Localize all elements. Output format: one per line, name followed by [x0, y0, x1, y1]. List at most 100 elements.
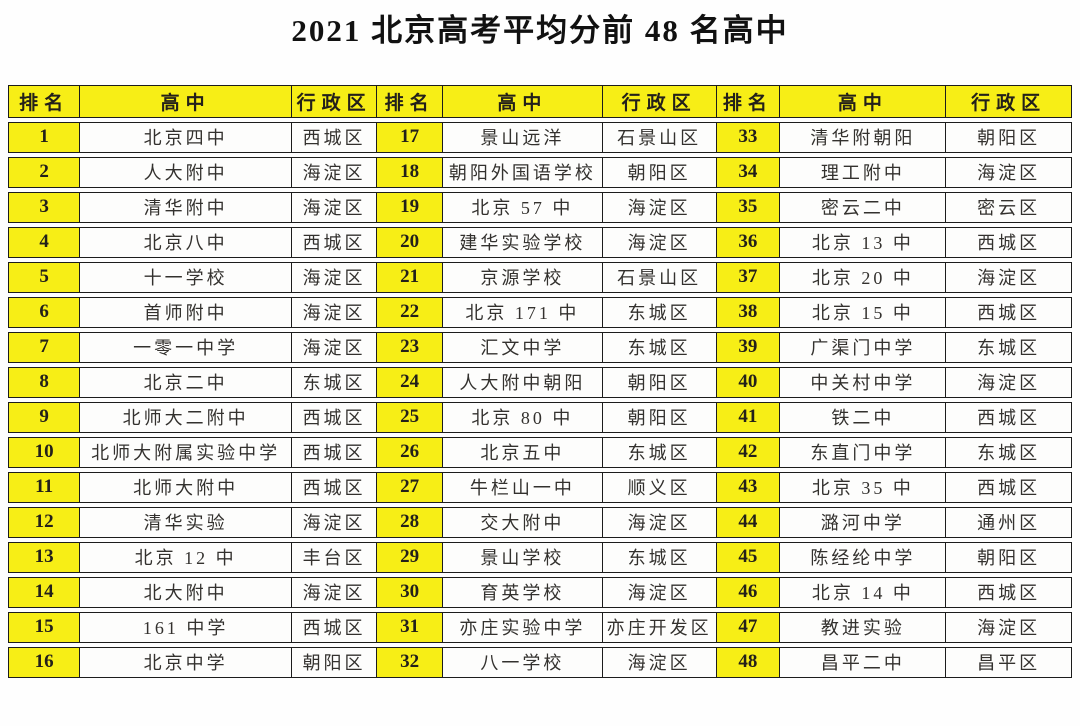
rank-cell: 41 — [715, 401, 780, 433]
rank-cell: 29 — [376, 541, 443, 573]
rank-cell: 5 — [8, 261, 80, 293]
district-cell: 海淀区 — [291, 576, 377, 608]
district-cell: 朝阳区 — [601, 156, 716, 188]
school-cell: 北京中学 — [79, 646, 292, 678]
school-cell: 东直门中学 — [779, 436, 946, 468]
table-row: 14 北大附中 海淀区 30 育英学校 海淀区 46 北京 14 中西城区 — [8, 576, 1072, 608]
school-cell: 161 中学 — [79, 611, 292, 643]
rank-cell: 6 — [8, 296, 80, 328]
district-cell: 西城区 — [291, 436, 377, 468]
rank-cell: 1 — [8, 121, 80, 153]
rank-cell: 3 — [8, 191, 80, 223]
district-cell: 海淀区 — [945, 261, 1072, 293]
school-cell: 北京 57 中 — [442, 191, 602, 223]
rank-cell: 48 — [715, 646, 780, 678]
school-cell: 陈经纶中学 — [779, 541, 946, 573]
district-cell: 西城区 — [291, 611, 377, 643]
school-cell: 铁二中 — [779, 401, 946, 433]
school-cell: 北师大附中 — [79, 471, 292, 503]
rank-cell: 31 — [376, 611, 443, 643]
school-cell: 人大附中朝阳 — [442, 366, 602, 398]
school-cell: 广渠门中学 — [779, 331, 946, 363]
rank-cell: 20 — [376, 226, 443, 258]
rank-cell: 4 — [8, 226, 80, 258]
column-header-school: 高中 — [442, 84, 602, 118]
page-title: 2021 北京高考平均分前 48 名高中 — [291, 13, 789, 48]
district-cell: 朝阳区 — [601, 401, 716, 433]
school-cell: 北京 20 中 — [779, 261, 946, 293]
district-cell: 西城区 — [291, 401, 377, 433]
column-header-school: 高中 — [779, 84, 946, 118]
district-cell: 西城区 — [945, 296, 1072, 328]
school-cell: 北京 171 中 — [442, 296, 602, 328]
school-cell: 北京 13 中 — [779, 226, 946, 258]
table-row: 4 北京八中 西城区 20 建华实验学校 海淀区 36 北京 13 中西城区 — [8, 226, 1072, 258]
district-cell: 顺义区 — [601, 471, 716, 503]
rank-cell: 23 — [376, 331, 443, 363]
school-cell: 一零一中学 — [79, 331, 292, 363]
school-cell: 理工附中 — [779, 156, 946, 188]
school-cell: 八一学校 — [442, 646, 602, 678]
district-cell: 海淀区 — [601, 506, 716, 538]
school-cell: 景山学校 — [442, 541, 602, 573]
school-cell: 北京二中 — [79, 366, 292, 398]
school-cell: 人大附中 — [79, 156, 292, 188]
rank-cell: 2 — [8, 156, 80, 188]
ranking-table: 排名 高中 行政区 排名 高中 行政区 排名 高中 行政区 1 北京四中 西城区 17 景山远洋 石景山区… — [8, 81, 1072, 682]
rank-cell: 15 — [8, 611, 80, 643]
table-row: 3 清华附中 海淀区 19 北京 57 中海淀区 35 密云二中 密云区 — [8, 191, 1072, 223]
rank-cell: 24 — [376, 366, 443, 398]
district-cell: 东城区 — [601, 541, 716, 573]
district-cell: 西城区 — [945, 576, 1072, 608]
rank-cell: 8 — [8, 366, 80, 398]
school-cell: 北京四中 — [79, 121, 292, 153]
school-cell: 北京五中 — [442, 436, 602, 468]
district-cell: 西城区 — [291, 121, 377, 153]
school-cell: 中关村中学 — [779, 366, 946, 398]
column-header-school: 高中 — [79, 84, 292, 118]
school-cell: 潞河中学 — [779, 506, 946, 538]
school-cell: 北京 80 中 — [442, 401, 602, 433]
school-cell: 北师大附属实验中学 — [79, 436, 292, 468]
school-cell: 密云二中 — [779, 191, 946, 223]
school-cell: 教进实验 — [779, 611, 946, 643]
district-cell: 海淀区 — [601, 646, 716, 678]
district-cell: 朝阳区 — [945, 121, 1072, 153]
school-cell: 十一学校 — [79, 261, 292, 293]
school-cell: 朝阳外国语学校 — [442, 156, 602, 188]
school-cell: 昌平二中 — [779, 646, 946, 678]
district-cell: 东城区 — [291, 366, 377, 398]
rank-cell: 47 — [715, 611, 780, 643]
district-cell: 西城区 — [291, 226, 377, 258]
district-cell: 朝阳区 — [291, 646, 377, 678]
district-cell: 海淀区 — [291, 261, 377, 293]
rank-cell: 21 — [376, 261, 443, 293]
rank-cell: 44 — [715, 506, 780, 538]
rank-cell: 11 — [8, 471, 80, 503]
rank-cell: 46 — [715, 576, 780, 608]
school-cell: 清华附朝阳 — [779, 121, 946, 153]
school-cell: 清华实验 — [79, 506, 292, 538]
rank-cell: 17 — [376, 121, 443, 153]
district-cell: 石景山区 — [601, 121, 716, 153]
rank-cell: 30 — [376, 576, 443, 608]
table-row: 9 北师大二附中 西城区 25 北京 80 中朝阳区 41 铁二中 西城区 — [8, 401, 1072, 433]
district-cell: 昌平区 — [945, 646, 1072, 678]
school-cell: 交大附中 — [442, 506, 602, 538]
table-row: 16 北京中学 朝阳区 32 八一学校 海淀区 48 昌平二中 昌平区 — [8, 646, 1072, 678]
district-cell: 海淀区 — [945, 156, 1072, 188]
district-cell: 西城区 — [945, 471, 1072, 503]
district-cell: 东城区 — [601, 331, 716, 363]
district-cell: 海淀区 — [601, 226, 716, 258]
district-cell: 西城区 — [945, 401, 1072, 433]
school-cell: 首师附中 — [79, 296, 292, 328]
table-header-row: 排名 高中 行政区 排名 高中 行政区 排名 高中 行政区 — [8, 84, 1072, 118]
rank-cell: 25 — [376, 401, 443, 433]
table-row: 10 北师大附属实验中学 西城区 26 北京五中 东城区 42 东直门中学 东城区 — [8, 436, 1072, 468]
district-cell: 海淀区 — [291, 296, 377, 328]
rank-cell: 32 — [376, 646, 443, 678]
district-cell: 东城区 — [601, 296, 716, 328]
district-cell: 东城区 — [601, 436, 716, 468]
rank-cell: 22 — [376, 296, 443, 328]
